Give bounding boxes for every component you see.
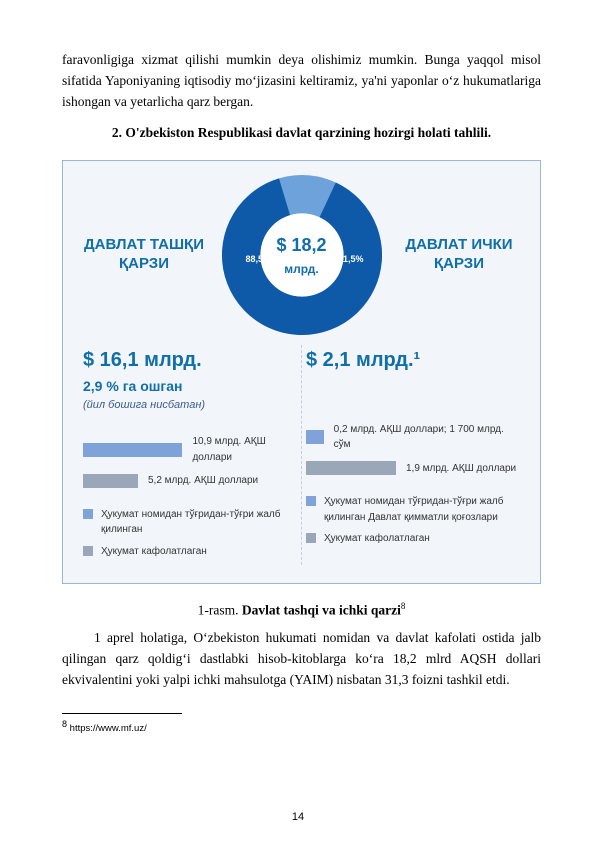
infographic-top-row: ДАВЛАТ ТАШҚИ ҚАРЗИ 88,5% 11,5% $ 18,2 мл… [79,175,524,335]
legend-item: Ҳукумат номидан тўғридан-тўғри жалб қили… [83,507,297,538]
legend-item: Ҳукумат кафолатлаган [83,544,297,560]
body-paragraph: 1 aprel holatiga, Oʻzbekiston hukumati n… [62,628,541,691]
internal-legend: Ҳукумат номидан тўғридан-тўғри жалб қили… [306,494,520,547]
internal-debt-column: $ 2,1 млрд.¹ 0,2 млрд. АҚШ доллари; 1 70… [302,345,524,566]
footnote-rule [62,713,182,714]
section-heading: 2. O'zbekiston Respublikasi davlat qarzi… [62,123,541,144]
bar [83,443,182,457]
bar-label: 5,2 млрд. АҚШ доллари [148,473,258,489]
body-paragraph: faravonligiga xizmat qilishi mumkin deya… [62,50,541,113]
legend-swatch [83,509,93,519]
donut-right-label: 11,5% [338,253,363,267]
donut-center: $ 18,2 млрд. [276,231,326,277]
bar-label: 0,2 млрд. АҚШ доллари; 1 700 млрд. сўм [334,422,520,453]
external-debt-column: $ 16,1 млрд. 2,9 % га ошган (йил бошига … [79,345,302,566]
footnote-text: https://www.mf.uz/ [70,723,147,734]
legend-item: Ҳукумат номидан тўғридан-тўғри жалб қили… [306,494,520,525]
bar-label: 10,9 млрд. АҚШ доллари [192,434,297,465]
footnote-marker: 8 [62,719,67,729]
bar [83,474,138,488]
donut-chart: 88,5% 11,5% $ 18,2 млрд. [222,175,382,335]
caption-prefix: 1-rasm. [198,603,242,618]
internal-amount: $ 2,1 млрд.¹ [306,345,520,376]
caption-bold: Davlat tashqi va ichki qarzi [242,603,401,618]
legend-swatch [306,496,316,506]
external-debt-title: ДАВЛАТ ТАШҚИ ҚАРЗИ [79,236,209,274]
footnote: 8 https://www.mf.uz/ [62,718,541,737]
donut-center-unit: млрд. [276,259,326,278]
external-note: (йил бошига нисбатан) [83,397,297,414]
external-amount: $ 16,1 млрд. [83,345,297,376]
bar-row: 5,2 млрд. АҚШ доллари [83,473,297,489]
external-growth: 2,9 % га ошган [83,376,297,398]
legend-text: Ҳукумат номидан тўғридан-тўғри жалб қили… [101,507,297,538]
legend-text: Ҳукумат номидан тўғридан-тўғри жалб қили… [324,494,520,525]
legend-swatch [83,546,93,556]
page-number: 14 [0,809,596,826]
legend-text: Ҳукумат кафолатлаган [101,544,207,560]
internal-debt-title: ДАВЛАТ ИЧКИ ҚАРЗИ [394,236,524,274]
donut-center-value: $ 18,2 [276,231,326,259]
donut-left-label: 88,5% [246,253,272,267]
bar [306,430,324,444]
figure-caption: 1-rasm. Davlat tashqi va ichki qarzi8 [62,600,541,621]
bar-row: 0,2 млрд. АҚШ доллари; 1 700 млрд. сўм [306,422,520,453]
debt-infographic: ДАВЛАТ ТАШҚИ ҚАРЗИ 88,5% 11,5% $ 18,2 мл… [62,160,541,585]
bar-row: 1,9 млрд. АҚШ доллари [306,461,520,477]
legend-item: Ҳукумат кафолатлаган [306,531,520,547]
internal-bars: 0,2 млрд. АҚШ доллари; 1 700 млрд. сўм 1… [306,422,520,477]
bar [306,461,396,475]
external-legend: Ҳукумат номидан тўғридан-тўғри жалб қили… [83,507,297,560]
legend-swatch [306,533,316,543]
bar-label: 1,9 млрд. АҚШ доллари [406,461,516,477]
bar-row: 10,9 млрд. АҚШ доллари [83,434,297,465]
external-bars: 10,9 млрд. АҚШ доллари 5,2 млрд. АҚШ дол… [83,434,297,489]
infographic-columns: $ 16,1 млрд. 2,9 % га ошган (йил бошига … [79,345,524,566]
caption-footnote-ref: 8 [401,601,406,611]
legend-text: Ҳукумат кафолатлаган [324,531,430,547]
